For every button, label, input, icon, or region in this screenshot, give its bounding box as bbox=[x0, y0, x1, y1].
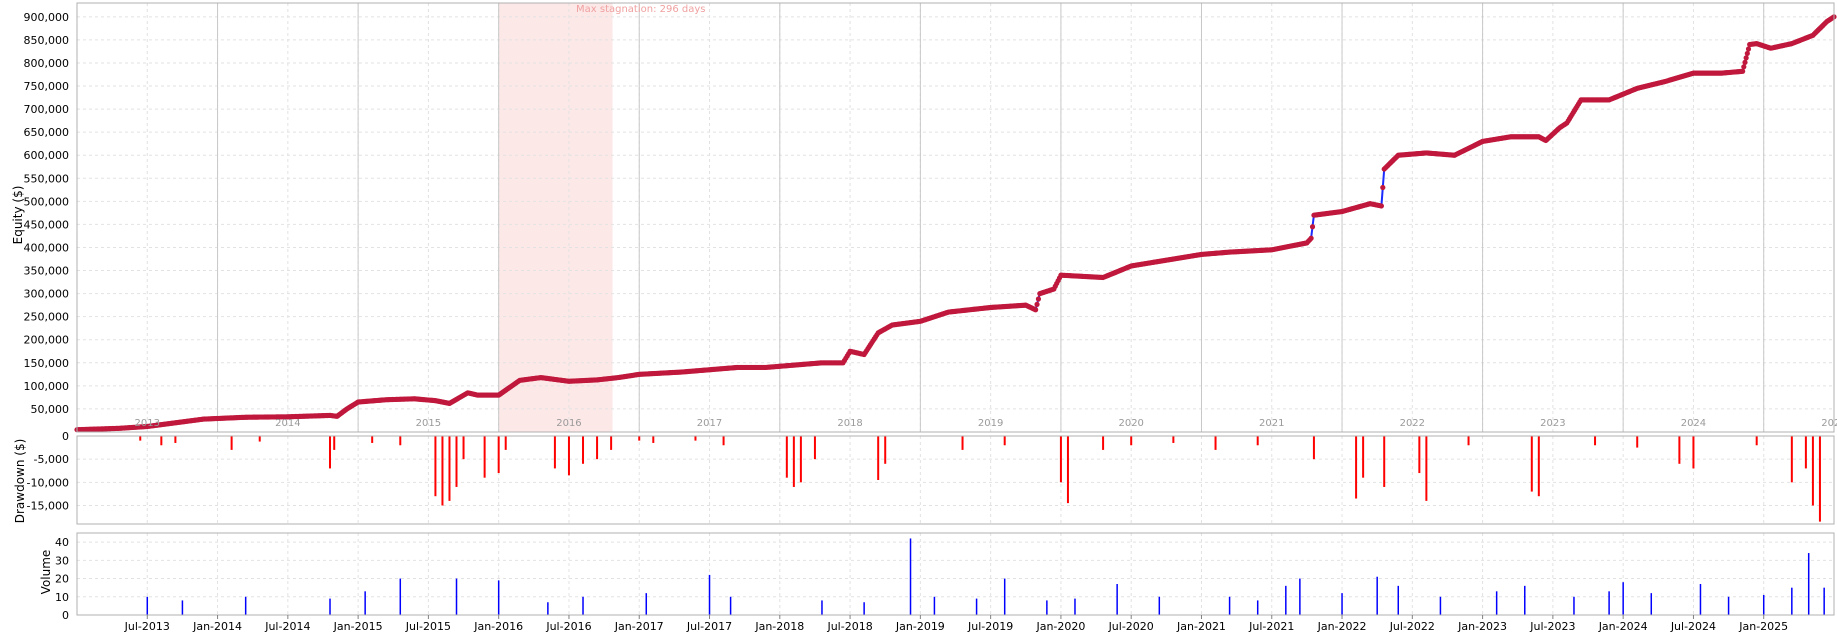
equity-y-tick-label: 600,000 bbox=[24, 149, 70, 162]
x-tick-label: Jul-2013 bbox=[124, 620, 170, 633]
equity-y-tick-label: 400,000 bbox=[24, 241, 70, 254]
x-tick-label: Jan-2016 bbox=[473, 620, 523, 633]
equity-point bbox=[1741, 64, 1747, 70]
x-tick-label: Jan-2024 bbox=[1598, 620, 1648, 633]
equity-point bbox=[1309, 224, 1316, 230]
x-tick-label: Jul-2014 bbox=[264, 620, 310, 633]
equity-point bbox=[1743, 55, 1749, 61]
x-tick-label: Jul-2016 bbox=[545, 620, 591, 633]
year-label: 2025 bbox=[1821, 418, 1837, 429]
stagnation-highlight-layer bbox=[498, 3, 613, 432]
equity-y-axis-title: Equity ($) bbox=[11, 186, 25, 245]
x-tick-label: Jan-2019 bbox=[895, 620, 945, 633]
volume-panel-frame bbox=[76, 532, 1835, 616]
year-label: 2017 bbox=[697, 418, 722, 429]
x-tick-label: Jul-2019 bbox=[967, 620, 1013, 633]
equity-point bbox=[1035, 296, 1042, 302]
x-tick-label: Jul-2022 bbox=[1389, 620, 1435, 633]
stagnation-band bbox=[498, 3, 613, 432]
panel-frames bbox=[76, 2, 1835, 616]
x-tick-label: Jan-2025 bbox=[1738, 620, 1788, 633]
equity-y-tick-label: 350,000 bbox=[24, 265, 70, 278]
year-label: 2015 bbox=[416, 418, 441, 429]
equity-y-tick-label: 900,000 bbox=[24, 11, 70, 24]
year-label: 2022 bbox=[1400, 418, 1425, 429]
equity-y-tick-label: 250,000 bbox=[24, 311, 70, 324]
equity-y-tick-label: 200,000 bbox=[24, 334, 70, 347]
equity-y-tick-label: 300,000 bbox=[24, 288, 70, 301]
x-tick-label: Jul-2018 bbox=[826, 620, 872, 633]
x-tick-label: Jan-2023 bbox=[1457, 620, 1507, 633]
x-tick-label: Jan-2021 bbox=[1176, 620, 1226, 633]
volume-y-tick-label: 30 bbox=[55, 554, 69, 567]
x-tick-label: Jan-2017 bbox=[614, 620, 664, 633]
year-label: 2021 bbox=[1259, 418, 1284, 429]
equity-y-tick-label: 50,000 bbox=[31, 403, 70, 416]
year-label: 2016 bbox=[556, 418, 581, 429]
year-label: 2023 bbox=[1540, 418, 1565, 429]
x-tick-label: Jul-2023 bbox=[1529, 620, 1575, 633]
equity-point bbox=[1742, 59, 1748, 65]
equity-point bbox=[1744, 50, 1750, 57]
drawdown-y-tick-label: -10,000 bbox=[27, 476, 69, 489]
x-tick-label: Jul-2021 bbox=[1248, 620, 1294, 633]
drawdown-panel-frame bbox=[76, 435, 1835, 525]
x-tick-label: Jan-2015 bbox=[333, 620, 383, 633]
x-tick-label: Jan-2018 bbox=[754, 620, 804, 633]
x-tick-label: Jul-2020 bbox=[1108, 620, 1154, 633]
equity-y-tick-label: 150,000 bbox=[24, 357, 70, 370]
volume-y-tick-label: 10 bbox=[55, 591, 69, 604]
x-tick-label: Jul-2024 bbox=[1670, 620, 1716, 633]
drawdown-y-tick-label: -5,000 bbox=[34, 453, 69, 466]
equity-y-tick-label: 500,000 bbox=[24, 195, 70, 208]
x-tick-label: Jul-2015 bbox=[405, 620, 451, 633]
drawdown-y-axis-title: Drawdown ($) bbox=[13, 439, 27, 524]
volume-y-tick-label: 0 bbox=[62, 609, 69, 622]
equity-y-tick-label: 750,000 bbox=[24, 80, 70, 93]
volume-y-tick-label: 20 bbox=[55, 573, 69, 586]
equity-panel-frame bbox=[76, 2, 1835, 433]
equity-point bbox=[1033, 307, 1039, 313]
drawdown-y-tick-label: 0 bbox=[62, 430, 69, 443]
axis-labels: 50,000 100,000 150,000 200,000 250,000 300,00… bbox=[24, 11, 1837, 633]
equity-point bbox=[1378, 203, 1384, 209]
drawdown-grid bbox=[77, 435, 1834, 506]
equity-point bbox=[1745, 46, 1752, 52]
volume-y-tick-label: 40 bbox=[55, 536, 69, 549]
equity-point bbox=[1380, 184, 1386, 191]
year-label: 2019 bbox=[978, 418, 1003, 429]
year-label: 2014 bbox=[275, 418, 300, 429]
x-tick-label: Jan-2020 bbox=[1035, 620, 1085, 633]
drawdown-series bbox=[139, 436, 1821, 522]
equity-point bbox=[1308, 235, 1314, 241]
equity-y-tick-label: 550,000 bbox=[24, 172, 70, 185]
year-label: 2013 bbox=[135, 418, 160, 429]
x-tick-label: Jan-2022 bbox=[1317, 620, 1367, 633]
year-label: 2018 bbox=[837, 418, 862, 429]
equity-point bbox=[1740, 68, 1746, 74]
equity-y-tick-label: 850,000 bbox=[24, 34, 70, 47]
equity-line bbox=[77, 15, 1835, 431]
volume-y-axis-title: Volume bbox=[39, 550, 53, 595]
equity-point bbox=[1034, 301, 1040, 307]
equity-y-tick-label: 650,000 bbox=[24, 126, 70, 139]
volume-series bbox=[146, 538, 1825, 615]
equity-series bbox=[74, 14, 1837, 433]
equity-y-tick-label: 800,000 bbox=[24, 57, 70, 70]
year-label: 2020 bbox=[1118, 418, 1143, 429]
year-label: 2024 bbox=[1681, 418, 1706, 429]
equity-y-tick-label: 100,000 bbox=[24, 380, 70, 393]
volume-grid bbox=[77, 541, 1834, 616]
equity-grid bbox=[77, 3, 1834, 615]
x-tick-label: Jan-2014 bbox=[192, 620, 242, 633]
drawdown-y-tick-label: -15,000 bbox=[27, 499, 69, 512]
equity-y-tick-label: 700,000 bbox=[24, 103, 70, 116]
x-tick-label: Jul-2017 bbox=[686, 620, 732, 633]
year-divider-lines bbox=[217, 3, 1765, 432]
stagnation-annotation: Max stagnation: 296 days bbox=[576, 4, 706, 15]
equity-y-tick-label: 450,000 bbox=[24, 218, 70, 231]
